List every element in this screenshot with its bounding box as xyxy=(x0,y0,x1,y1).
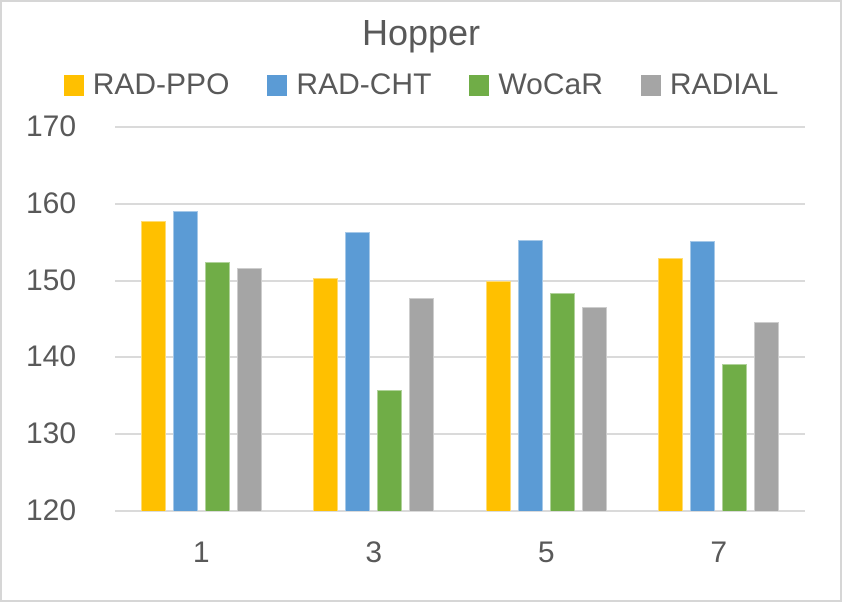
y-tick-label: 120 xyxy=(26,494,77,527)
legend-label: WoCaR xyxy=(498,68,603,101)
gridline xyxy=(115,510,805,512)
bar-rad-ppo xyxy=(658,258,684,511)
chart-title: Hopper xyxy=(361,12,481,53)
bar-group xyxy=(460,127,633,511)
plot-area xyxy=(115,126,806,512)
bar-radial xyxy=(409,297,435,511)
legend-label: RAD-CHT xyxy=(296,68,432,101)
x-tick-label: 5 xyxy=(537,536,555,569)
bar-rad-cht xyxy=(517,239,543,511)
bar-group xyxy=(288,127,461,511)
legend-swatch xyxy=(63,74,84,96)
legend-item: RAD-PPO xyxy=(63,68,230,102)
y-tick-label: 140 xyxy=(26,340,77,374)
bar-rad-cht xyxy=(345,232,371,511)
legend-label: RAD-PPO xyxy=(92,68,230,101)
bar-wocar xyxy=(549,292,575,511)
bar-rad-ppo xyxy=(313,277,339,511)
y-tick-label: 160 xyxy=(26,186,77,220)
bar-rad-cht xyxy=(172,210,198,511)
bar-group xyxy=(115,127,288,511)
x-tick-label: 3 xyxy=(365,536,383,569)
bar-group xyxy=(633,127,806,511)
bar-radial xyxy=(236,268,262,511)
legend-swatch xyxy=(267,74,288,96)
legend-item: WoCaR xyxy=(469,68,603,102)
legend-swatch xyxy=(640,74,661,96)
legend-item: RAD-CHT xyxy=(267,68,431,102)
gridline xyxy=(115,202,805,205)
bar-rad-ppo xyxy=(485,280,511,511)
gridline xyxy=(115,279,805,282)
x-tick-label: 7 xyxy=(710,536,728,569)
y-tick-label: 130 xyxy=(26,417,77,451)
gridline xyxy=(115,126,805,128)
gridline xyxy=(115,433,805,436)
bar-wocar xyxy=(722,364,748,511)
bar-wocar xyxy=(377,389,403,511)
bar-wocar xyxy=(204,262,230,511)
gridline xyxy=(115,356,805,359)
bar-rad-ppo xyxy=(140,220,166,511)
legend-label: RADIAL xyxy=(669,68,779,101)
y-tick-label: 150 xyxy=(26,263,77,297)
legend-swatch xyxy=(469,74,490,96)
legend: RAD-PPO RAD-CHT WoCaR RADIAL xyxy=(2,68,840,102)
bar-radial xyxy=(581,307,607,511)
bar-rad-cht xyxy=(690,240,716,511)
bar-radial xyxy=(754,322,780,511)
y-tick-label: 170 xyxy=(26,110,77,143)
x-tick-label: 1 xyxy=(192,536,210,569)
legend-item: RADIAL xyxy=(640,68,779,102)
